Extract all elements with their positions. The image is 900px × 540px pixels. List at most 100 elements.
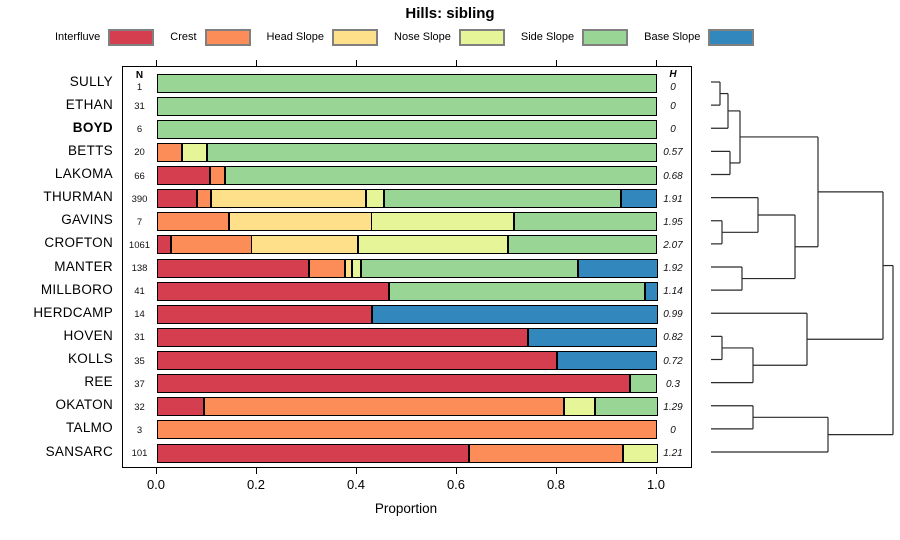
stacked-bar <box>157 420 657 440</box>
bar-segment <box>372 304 658 324</box>
row-label: HERDCAMP <box>33 304 113 320</box>
stacked-bar <box>157 351 657 370</box>
bar-segment <box>345 258 352 278</box>
bar-segment <box>157 189 197 209</box>
legend-item: Side Slope <box>520 28 629 46</box>
x-axis-tick <box>156 468 157 474</box>
legend-swatch <box>204 28 251 46</box>
bar-segment <box>595 397 658 417</box>
bar-segment <box>557 351 657 370</box>
n-value: 3 <box>136 424 143 436</box>
row-label: LAKOMA <box>54 166 113 181</box>
bar-segment <box>157 142 182 162</box>
x-axis-top-tick <box>456 60 457 66</box>
h-value: 1.95 <box>663 216 683 228</box>
stacked-bar <box>157 443 658 463</box>
x-axis-tick-label: 1.0 <box>646 477 666 492</box>
n-value: 1 <box>136 82 143 93</box>
n-value: 32 <box>134 401 145 413</box>
bar-segment <box>225 166 657 185</box>
stacked-bar <box>157 119 657 139</box>
row-label: REE <box>84 374 113 390</box>
legend-item: Head Slope <box>266 28 379 46</box>
legend-item: Base Slope <box>644 28 755 46</box>
h-value: 0 <box>670 82 676 93</box>
legend-swatch <box>108 28 155 46</box>
bar-segment <box>157 304 372 324</box>
legend-item: Crest <box>170 28 251 46</box>
bar-segment <box>204 397 564 417</box>
n-value: 41 <box>134 286 145 298</box>
stacked-bar <box>157 212 657 232</box>
n-value: 14 <box>134 309 145 321</box>
bar-segment <box>211 189 366 209</box>
x-axis-tick <box>656 468 657 474</box>
bar-segment <box>157 374 630 394</box>
bar-segment <box>309 258 345 278</box>
bar-segment <box>157 351 557 370</box>
row-label: GAVINS <box>61 212 113 228</box>
n-value: 31 <box>134 101 145 113</box>
bar-segment <box>157 235 171 255</box>
x-axis-tick <box>556 468 557 474</box>
n-value: 1061 <box>128 239 151 251</box>
row-label: BOYD <box>72 119 113 135</box>
x-axis-tick-label: 0.4 <box>346 477 366 492</box>
n-value: 31 <box>134 332 145 344</box>
bar-segment <box>469 443 623 463</box>
h-value: 0.99 <box>663 309 683 321</box>
n-value: 6 <box>136 124 143 136</box>
legend-swatch <box>708 28 755 46</box>
legend: Interfluve Crest Head Slope Nose Slope Side … <box>55 28 770 46</box>
legend-item-label: Head Slope <box>266 31 325 43</box>
bar-segment <box>366 189 384 209</box>
h-value: 0.82 <box>663 332 683 344</box>
row-label: CROFTON <box>44 235 113 251</box>
bar-segment <box>389 281 645 301</box>
legend-item-label: Base Slope <box>644 31 701 43</box>
plot-box: N H 1 0 31 0 6 0 20 0.57 66 0.68 390 1.91 7 1.95 1061 2… <box>122 66 692 468</box>
col-header-h: H <box>669 69 677 80</box>
bar-segment <box>171 235 252 255</box>
h-value: 0.72 <box>663 355 683 367</box>
h-value: 0 <box>670 124 676 136</box>
row-label: SULLY <box>69 73 113 89</box>
bar-segment <box>508 235 657 255</box>
legend-item-label: Side Slope <box>520 31 575 43</box>
bar-segment <box>157 443 469 463</box>
bar-segment <box>514 212 657 232</box>
stacked-bar <box>157 189 657 209</box>
bar-segment <box>157 166 210 185</box>
h-value: 2.07 <box>663 239 683 251</box>
legend-item: Nose Slope <box>394 28 505 46</box>
n-value: 390 <box>131 193 148 205</box>
stacked-bar <box>157 235 657 255</box>
h-value: 1.21 <box>663 448 683 459</box>
x-axis-tick <box>356 468 357 474</box>
bar-segment <box>352 258 361 278</box>
stacked-bar <box>157 73 657 93</box>
n-value: 101 <box>131 448 148 459</box>
h-value: 0.3 <box>666 378 680 390</box>
stacked-bar <box>157 304 658 324</box>
bar-segment <box>157 281 389 301</box>
n-value: 35 <box>134 355 145 367</box>
bar-segment <box>157 397 204 417</box>
n-value: 37 <box>134 378 145 390</box>
x-axis-top-tick <box>656 60 657 66</box>
row-label: HOVEN <box>63 327 113 343</box>
bar-segment <box>645 281 658 301</box>
bar-segment <box>157 212 229 232</box>
row-label: THURMAN <box>43 189 113 205</box>
bar-segment <box>210 166 225 185</box>
stacked-bar <box>157 96 657 116</box>
bar-segment <box>229 212 372 232</box>
bar-segment <box>157 420 657 440</box>
bar-segment <box>623 443 658 463</box>
stacked-bar <box>157 281 658 301</box>
n-value: 20 <box>134 147 145 159</box>
h-value: 1.29 <box>663 401 683 413</box>
x-axis-tick <box>256 468 257 474</box>
col-header-n: N <box>135 70 144 81</box>
h-value: 0.57 <box>663 147 683 159</box>
